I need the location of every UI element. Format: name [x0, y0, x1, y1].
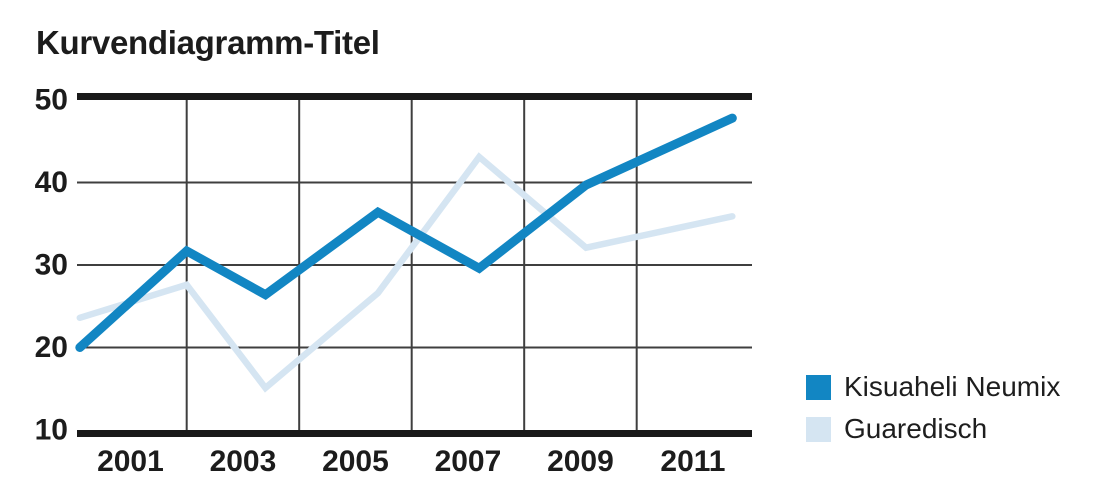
y-tick-label: 40	[35, 166, 68, 199]
legend-swatch-guaredisch	[806, 416, 831, 442]
x-tick-label: 2001	[97, 445, 164, 478]
y-tick-label: 30	[35, 249, 68, 282]
legend-label: Kisuaheli Neumix	[844, 371, 1061, 402]
legend-label: Guaredisch	[844, 413, 988, 444]
y-tick-label: 10	[35, 414, 68, 447]
x-tick-label: 2007	[435, 445, 502, 478]
series-line-guaredisch	[76, 152, 736, 393]
legend-item: Kisuaheli Neumix	[806, 371, 1060, 403]
legend-item: Guaredisch	[806, 413, 1060, 445]
x-tick-label: 2009	[547, 445, 614, 478]
x-tick-label: 2005	[322, 445, 389, 478]
y-tick-label: 50	[35, 84, 68, 117]
x-tick-label: 2011	[660, 445, 725, 478]
chart-title: Kurvendiagramm-Titel	[36, 24, 380, 61]
series-line-kisuaheli-neumix	[75, 113, 737, 352]
y-tick-label: 20	[35, 331, 68, 364]
legend: Kisuaheli Neumix Guaredisch	[806, 371, 1060, 445]
legend-swatch-kisuaheli-neumix	[806, 374, 831, 400]
x-tick-label: 2003	[210, 445, 277, 478]
